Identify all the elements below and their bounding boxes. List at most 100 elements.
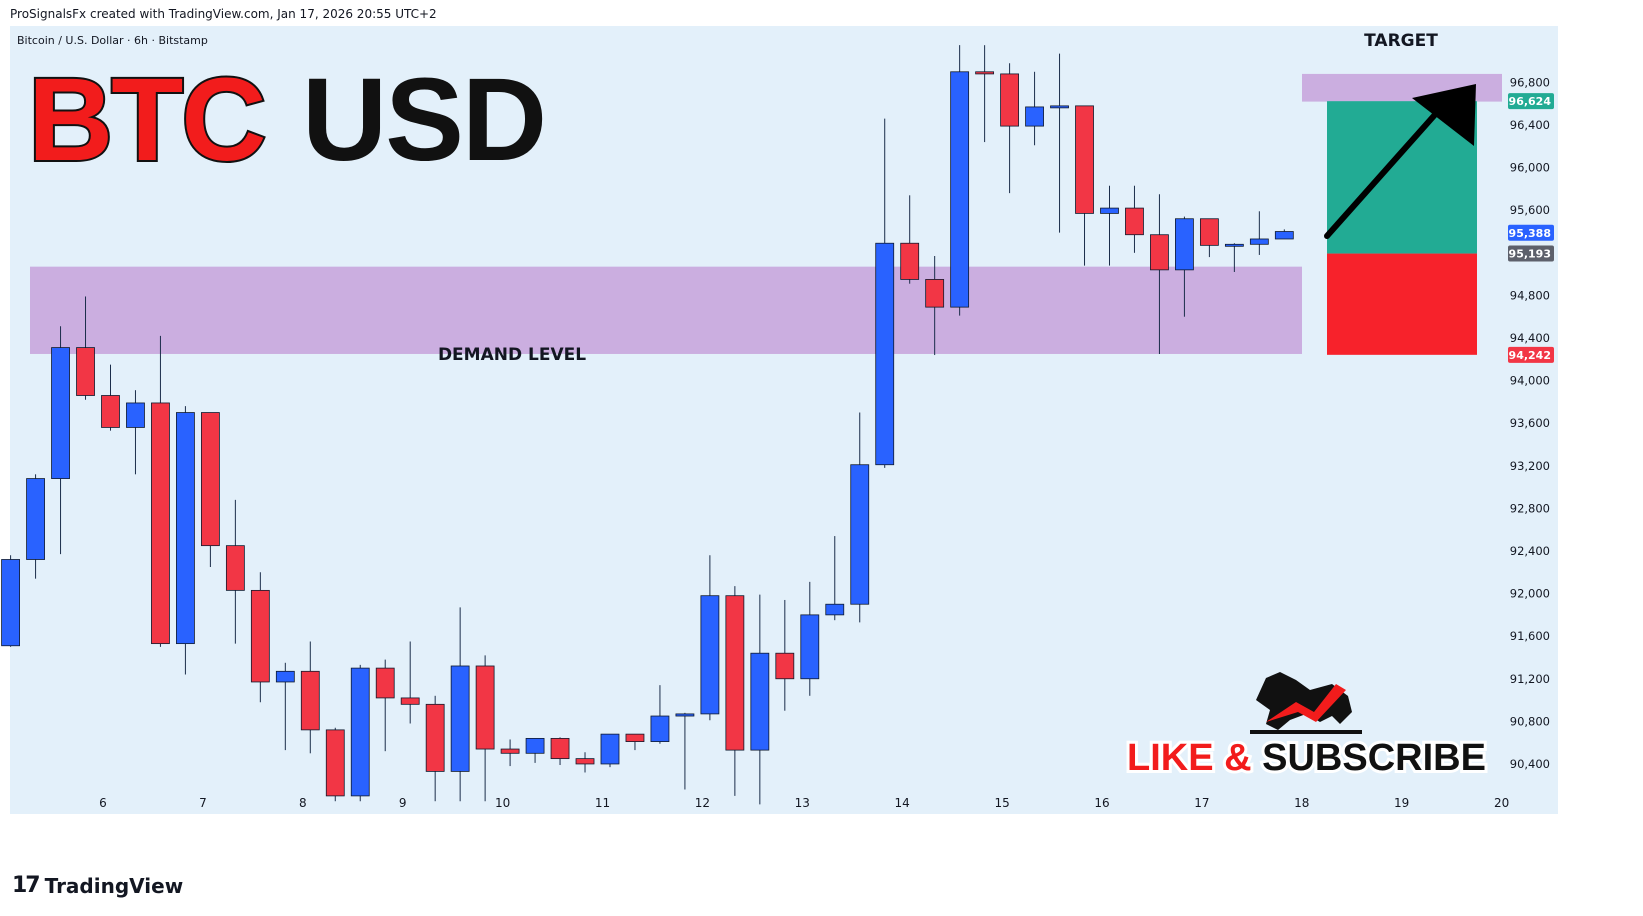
- x-tick-label: 12: [695, 796, 710, 810]
- title-usd: USD: [302, 54, 545, 186]
- candle[interactable]: [151, 335, 170, 647]
- price-label: 95,388: [1508, 224, 1554, 241]
- candle[interactable]: [126, 390, 145, 475]
- candle[interactable]: [550, 737, 570, 766]
- candle[interactable]: [800, 581, 820, 696]
- y-tick-label: 94,400: [1510, 331, 1550, 345]
- candle[interactable]: [925, 256, 945, 356]
- x-tick-label: 6: [99, 796, 107, 810]
- candle[interactable]: [1125, 185, 1144, 253]
- candle[interactable]: [400, 641, 420, 724]
- candle[interactable]: [26, 474, 45, 579]
- candle[interactable]: [450, 607, 470, 802]
- candle[interactable]: [650, 685, 670, 744]
- y-tick-label: 93,600: [1510, 416, 1550, 430]
- candle[interactable]: [51, 326, 70, 555]
- candle[interactable]: [101, 364, 120, 431]
- amp-label: &: [1214, 737, 1263, 779]
- candle[interactable]: [76, 296, 95, 400]
- chart-title: Bitcoin / U.S. Dollar · 6h · Bitstamp: [17, 34, 208, 47]
- x-tick-label: 16: [1094, 796, 1109, 810]
- candle[interactable]: [1274, 229, 1294, 240]
- candle[interactable]: [950, 45, 970, 316]
- y-tick-label: 90,400: [1510, 757, 1550, 771]
- y-tick-label: 90,800: [1510, 714, 1550, 728]
- candle[interactable]: [700, 555, 720, 721]
- subscribe-label: SUBSCRIBE: [1262, 737, 1486, 779]
- candle[interactable]: [900, 195, 920, 284]
- x-tick-label: 19: [1394, 796, 1409, 810]
- candle[interactable]: [1025, 71, 1044, 146]
- x-tick-label: 11: [595, 796, 610, 810]
- svg-text:95,388: 95,388: [1509, 227, 1551, 240]
- candle[interactable]: [325, 727, 345, 802]
- candle[interactable]: [875, 118, 895, 468]
- candle[interactable]: [1100, 185, 1119, 266]
- candle[interactable]: [1175, 216, 1194, 317]
- target-label: TARGET: [1364, 31, 1438, 51]
- candle[interactable]: [1075, 105, 1094, 266]
- price-label: 96,624: [1508, 93, 1554, 110]
- y-tick-label: 92,800: [1510, 501, 1550, 515]
- y-tick-label: 91,600: [1510, 629, 1550, 643]
- candle[interactable]: [500, 739, 520, 767]
- x-tick-label: 10: [495, 796, 510, 810]
- y-tick-label: 92,000: [1510, 587, 1550, 601]
- svg-text:94,242: 94,242: [1509, 349, 1551, 362]
- x-tick-label: 13: [795, 796, 810, 810]
- candle[interactable]: [1150, 194, 1169, 354]
- candle[interactable]: [1224, 243, 1244, 272]
- tradingview-wordmark: TradingView: [44, 873, 184, 898]
- candle[interactable]: [675, 712, 695, 790]
- candle[interactable]: [350, 664, 370, 802]
- candle[interactable]: [475, 655, 495, 802]
- y-axis[interactable]: 96,80096,40096,00095,60095,20094,80094,4…: [1510, 75, 1550, 771]
- bull-logo-icon: [1250, 672, 1362, 734]
- x-tick-label: 20: [1494, 796, 1509, 810]
- candle[interactable]: [1199, 218, 1219, 258]
- tradingview-logo[interactable]: 17 TradingView: [12, 873, 183, 898]
- candle[interactable]: [525, 737, 545, 763]
- candle[interactable]: [176, 406, 195, 675]
- candle[interactable]: [200, 412, 220, 567]
- candle[interactable]: [850, 412, 870, 623]
- candle[interactable]: [750, 594, 770, 805]
- candle[interactable]: [575, 752, 595, 773]
- like-subscribe-label: LIKE & SUBSCRIBE: [1127, 737, 1486, 779]
- candle[interactable]: [625, 733, 645, 751]
- like-label: LIKE: [1127, 737, 1214, 779]
- x-tick-label: 18: [1294, 796, 1309, 810]
- candle[interactable]: [250, 572, 270, 703]
- y-tick-label: 94,800: [1510, 288, 1550, 302]
- title-btc: BTC: [28, 54, 265, 186]
- candle[interactable]: [1249, 211, 1269, 255]
- candle[interactable]: [1050, 53, 1069, 233]
- price-label: 95,193: [1508, 245, 1554, 262]
- candle[interactable]: [425, 695, 445, 802]
- y-tick-label: 96,400: [1510, 118, 1550, 132]
- tradingview-icon: 17: [12, 873, 41, 898]
- x-axis[interactable]: 6 7 8 9 10 11 12 13 14 15 16 17 18 19 20: [99, 796, 1509, 810]
- candle[interactable]: [1, 555, 20, 647]
- price-labels: 96,624 95,388 95,193 94,242: [1508, 93, 1554, 363]
- x-tick-label: 8: [299, 796, 307, 810]
- candle[interactable]: [1000, 63, 1019, 194]
- y-tick-label: 93,200: [1510, 459, 1550, 473]
- svg-text:96,624: 96,624: [1509, 95, 1552, 108]
- candle[interactable]: [825, 536, 845, 621]
- candle[interactable]: [375, 659, 395, 752]
- y-tick-label: 94,000: [1510, 374, 1550, 388]
- x-tick-label: 9: [399, 796, 407, 810]
- candle[interactable]: [600, 733, 620, 768]
- candle[interactable]: [300, 641, 320, 754]
- candle[interactable]: [275, 662, 295, 751]
- y-tick-label: 96,800: [1510, 75, 1550, 89]
- y-tick-label: 91,200: [1510, 672, 1550, 686]
- x-tick-label: 17: [1194, 796, 1209, 810]
- candle[interactable]: [225, 499, 245, 644]
- candle[interactable]: [775, 599, 795, 711]
- price-label: 94,242: [1508, 346, 1554, 363]
- candle[interactable]: [975, 45, 995, 143]
- candle[interactable]: [725, 586, 745, 796]
